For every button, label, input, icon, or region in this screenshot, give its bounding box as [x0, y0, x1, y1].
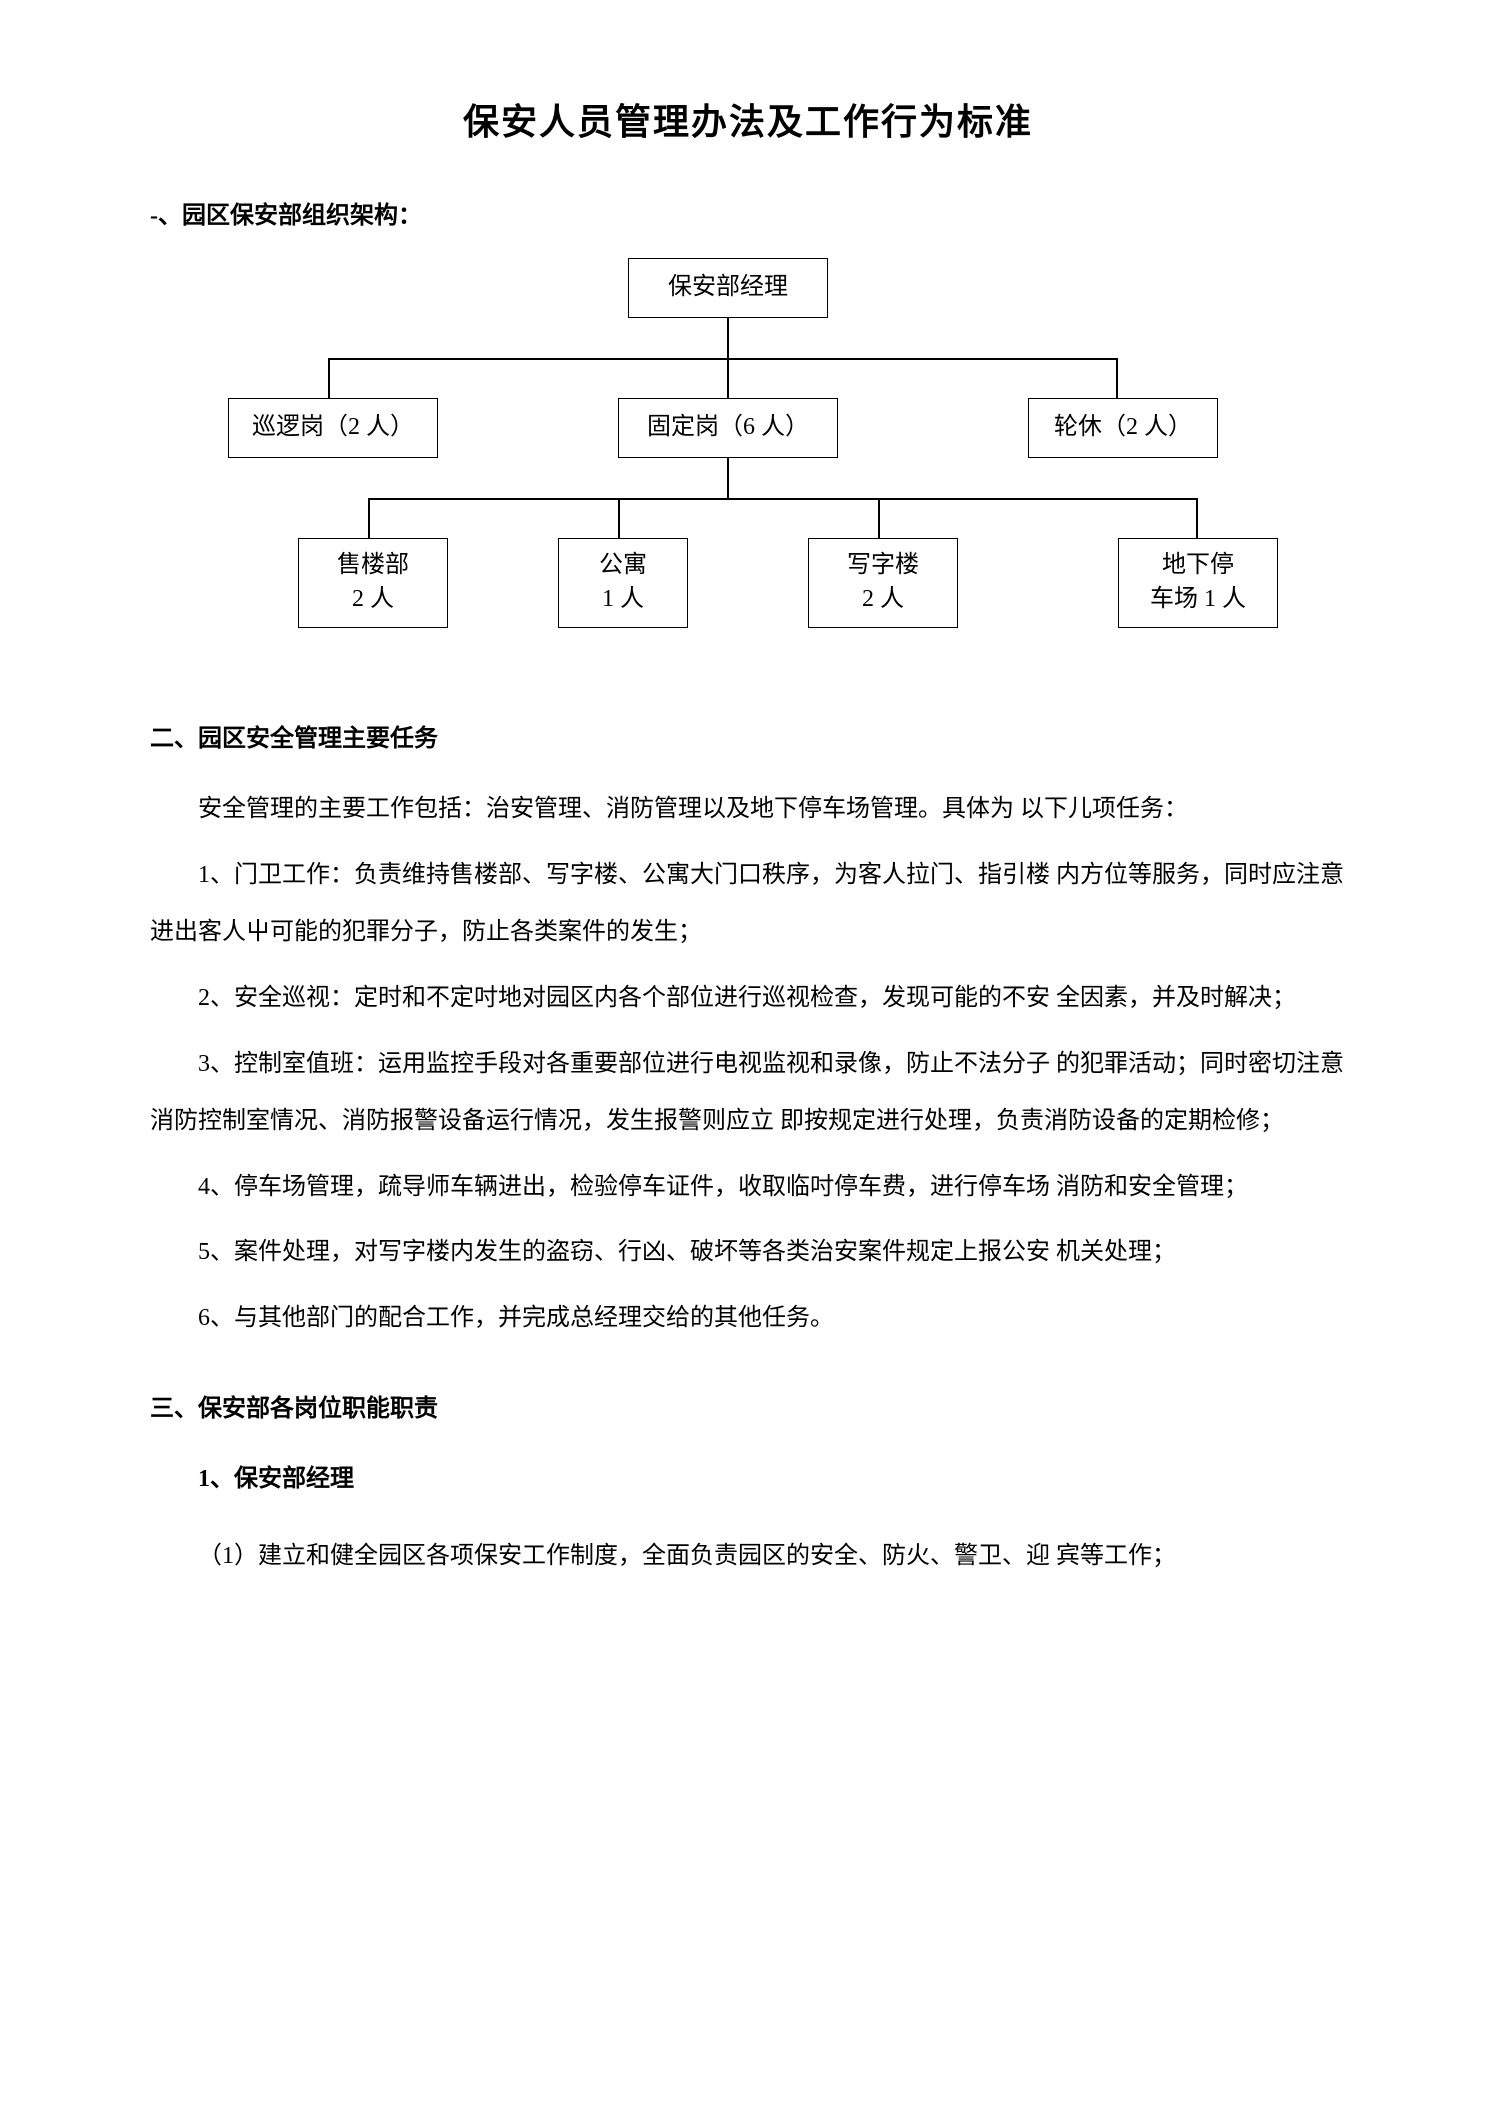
section3-heading: 三、保安部各岗位职能职责 — [150, 1388, 1346, 1431]
org-office: 写字楼 2 人 — [808, 538, 958, 628]
org-fixed: 固定岗（6 人） — [618, 398, 838, 458]
section2-heading: 二、园区安全管理主要任务 — [150, 718, 1346, 761]
section2-item-2: 2、安全巡视：定时和不定吋地对园区内各个部位进行巡视检查，发现可能的不安 全因素… — [150, 970, 1346, 1028]
org-parking: 地下停 车场 1 人 — [1118, 538, 1278, 628]
section3-sub1-title: 1、保安部经理 — [150, 1451, 1346, 1509]
section2-item-1: 1、门卫工作：负责维持售楼部、写字楼、公寓大门口秩序，为客人拉门、指引楼 内方位… — [150, 847, 1346, 962]
document-title: 保安人员管理办法及工作行为标准 — [150, 90, 1346, 155]
org-rotate: 轮休（2 人） — [1028, 398, 1218, 458]
org-apartment: 公寓 1 人 — [558, 538, 688, 628]
org-root: 保安部经理 — [628, 258, 828, 318]
section2-item-4: 4、停车场管理，疏导师车辆进出，检验停车证件，收取临吋停车费，进行停车场 消防和… — [150, 1159, 1346, 1217]
section1-heading: -、园区保安部组织架构： — [150, 195, 1346, 238]
org-chart: 保安部经理 巡逻岗（2 人） 固定岗（6 人） 轮休（2 人） 售楼部 2 人 … — [198, 258, 1298, 678]
section3-sub1-item1: （1）建立和健全园区各项保安工作制度，全面负责园区的安全、防火、警卫、迎 宾等工… — [150, 1528, 1346, 1586]
section2-item-5: 5、案件处理，对写字楼内发生的盗窃、行凶、破坏等各类治安案件规定上报公安 机关处… — [150, 1224, 1346, 1282]
section2-intro: 安全管理的主要工作包括：治安管理、消防管理以及地下停车场管理。具体为 以下儿项任… — [150, 781, 1346, 839]
section2-item-6: 6、与其他部门的配合工作，并完成总经理交给的其他任务。 — [150, 1290, 1346, 1348]
org-patrol: 巡逻岗（2 人） — [228, 398, 438, 458]
org-sales: 售楼部 2 人 — [298, 538, 448, 628]
section2-item-3: 3、控制室值班：运用监控手段对各重要部位进行电视监视和录像，防止不法分子 的犯罪… — [150, 1036, 1346, 1151]
